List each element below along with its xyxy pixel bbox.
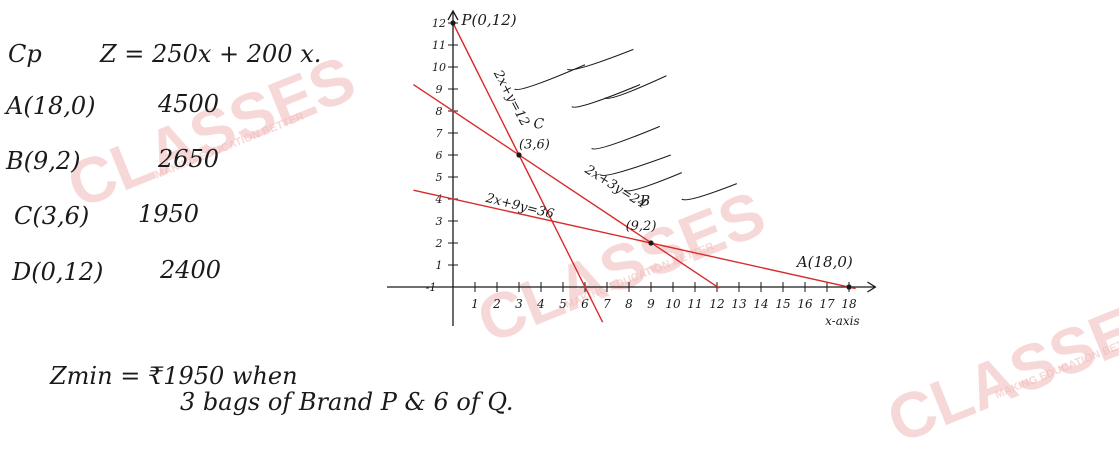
point-label-p: P(0,12) [460,11,516,29]
x-tick-label: 9 [647,297,655,311]
x-tick-label: 7 [603,297,611,311]
x-tick-label: 2 [492,297,501,311]
point-label-b-coords: (9,2) [626,219,657,234]
row-d-point: D(0,12) [12,258,104,286]
y-axis-arrow [447,9,459,21]
x-tick-label: 6 [581,297,589,311]
shading-stroke [600,154,671,176]
constraint-line-2 [413,84,720,289]
point-label-c-coords: (3,6) [519,137,550,152]
point-label-c: C [533,117,544,133]
x-tick-label: 17 [819,297,835,311]
row-a-value: 4500 [158,90,220,118]
y-tick-label: 5 [436,171,443,184]
row-a-point: A(18,0) [6,92,96,120]
constraint-line-3 [413,189,856,290]
x-tick-label: 8 [625,297,633,311]
y-tick-label: 10 [432,61,446,74]
point-marker-3 [648,240,654,246]
x-tick-label: 18 [841,297,857,311]
objective-function: Z = 250x + 200 x. [100,40,322,68]
y-tick-label: 7 [436,127,443,140]
x-tick-label: 15 [775,297,790,311]
x-axis-arrow [867,281,877,293]
y-tick-label: 6 [436,149,443,162]
conclusion-line-1: Zmin = ₹1950 when [50,362,298,390]
y-tick-label: 9 [436,83,443,96]
point-label-a: A(18,0) [795,253,853,271]
x-tick-label: 10 [665,297,681,311]
shading-stroke [624,172,683,192]
line-label-3: 2x+9y=36 [483,191,555,223]
line-label-1: 2x+y=12 [490,67,532,129]
point-marker-1 [450,20,456,26]
y-tick-label: 8 [436,105,443,118]
x-tick-label: 13 [731,297,747,311]
row-b-value: 2650 [158,145,220,173]
x-tick-label: 3 [515,297,523,311]
x-axis-label: x-axis [825,314,860,328]
point-label-b: B [639,194,650,210]
shading-stroke [681,183,738,201]
y-tick-label: 12 [432,17,446,30]
constraint-line-1 [452,22,604,323]
shading-stroke [567,48,634,71]
x-tick-label: 5 [559,297,567,311]
y-tick-label: 3 [436,215,443,228]
row-b-point: B(9,2) [6,147,81,175]
origin-label: -1 [426,281,437,294]
x-tick-label: 12 [709,297,724,311]
line-label-2: 2x+3y=24 [581,162,649,212]
row-c-point: C(3,6) [14,202,90,230]
y-tick-label: 1 [436,259,443,272]
x-tick-label: 1 [471,297,479,311]
y-tick-label: 11 [432,39,446,52]
shading-stroke [591,125,661,150]
y-tick-label: 2 [435,237,443,250]
x-tick-label: 11 [687,297,702,311]
point-marker-2 [516,152,522,158]
row-d-value: 2400 [160,256,222,284]
y-tick-label: 4 [435,193,443,206]
conclusion-line-2: 3 bags of Brand P & 6 of Q. [180,388,514,416]
shading-stroke [571,84,641,108]
row-c-value: 1950 [138,200,200,228]
x-tick-label: 4 [536,297,545,311]
cp-heading: Cp [8,40,42,68]
x-tick-label: 16 [797,297,813,311]
point-marker-4 [846,284,852,290]
x-tick-label: 14 [753,297,768,311]
shading-stroke [514,64,586,91]
